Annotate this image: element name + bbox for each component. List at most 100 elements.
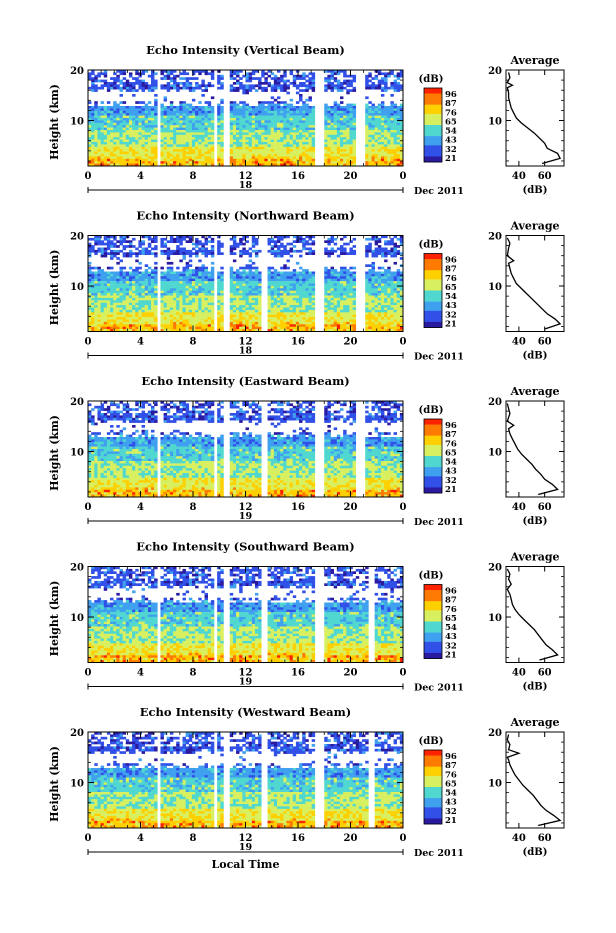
heatmap-cell bbox=[160, 240, 163, 243]
heatmap-cell bbox=[372, 116, 375, 119]
heatmap-cell bbox=[378, 104, 381, 107]
heatmap-cell bbox=[138, 286, 141, 289]
heatmap-cell bbox=[324, 156, 327, 159]
heatmap-cell bbox=[230, 137, 233, 140]
heatmap-cell bbox=[309, 279, 312, 282]
heatmap-cell bbox=[397, 274, 400, 277]
heatmap-cell bbox=[255, 130, 258, 133]
heatmap-cell bbox=[378, 140, 381, 143]
heatmap-cell bbox=[160, 245, 163, 248]
heatmap-cell bbox=[280, 159, 283, 162]
heatmap-cell bbox=[372, 274, 375, 277]
heatmap-cell bbox=[91, 248, 94, 251]
heatmap-cell bbox=[365, 300, 368, 303]
heatmap-cell bbox=[205, 286, 208, 289]
heatmap-cell bbox=[324, 296, 327, 299]
heatmap-cell bbox=[110, 159, 113, 162]
heatmap-cell bbox=[293, 149, 296, 152]
heatmap-cell bbox=[327, 305, 330, 308]
heatmap-cell bbox=[126, 113, 129, 116]
heatmap-cell bbox=[258, 142, 261, 145]
heatmap-cell bbox=[123, 255, 126, 258]
heatmap-cell bbox=[268, 281, 271, 284]
heatmap-cell bbox=[160, 72, 163, 75]
heatmap-cell bbox=[167, 84, 170, 87]
heatmap-cell bbox=[97, 152, 100, 155]
heatmap-cell bbox=[101, 269, 104, 272]
heatmap-cell bbox=[123, 274, 126, 277]
heatmap-cell bbox=[258, 132, 261, 135]
heatmap-cell bbox=[271, 274, 274, 277]
heatmap-cell bbox=[261, 147, 264, 150]
heatmap-cell bbox=[312, 152, 315, 155]
heatmap-cell bbox=[217, 291, 220, 294]
heatmap-cell bbox=[302, 245, 305, 248]
heatmap-cell bbox=[293, 142, 296, 145]
heatmap-cell bbox=[195, 135, 198, 138]
heatmap-cell bbox=[290, 293, 293, 296]
heatmap-cell bbox=[312, 250, 315, 253]
heatmap-cell bbox=[368, 250, 371, 253]
heatmap-cell bbox=[293, 281, 296, 284]
heatmap-cell bbox=[195, 123, 198, 126]
heatmap-cell bbox=[346, 252, 349, 255]
heatmap-cell bbox=[230, 142, 233, 145]
heatmap-cell bbox=[252, 305, 255, 308]
heatmap-cell bbox=[271, 252, 274, 255]
heatmap-cell bbox=[264, 106, 267, 109]
heatmap-cell bbox=[217, 279, 220, 282]
heatmap-cell bbox=[189, 113, 192, 116]
heatmap-cell bbox=[239, 156, 242, 159]
heatmap-cell bbox=[173, 279, 176, 282]
heatmap-cell bbox=[264, 72, 267, 75]
heatmap-cell bbox=[170, 305, 173, 308]
heatmap-cell bbox=[148, 303, 151, 306]
heatmap-cell bbox=[176, 123, 179, 126]
heatmap-cell bbox=[192, 243, 195, 246]
heatmap-cell bbox=[148, 118, 151, 121]
heatmap-cell bbox=[387, 125, 390, 128]
heatmap-cell bbox=[290, 161, 293, 164]
heatmap-cell bbox=[280, 116, 283, 119]
heatmap-cell bbox=[88, 298, 91, 301]
heatmap-cell bbox=[101, 248, 104, 251]
heatmap-cell bbox=[148, 75, 151, 78]
heatmap-cell bbox=[97, 286, 100, 289]
heatmap-cell bbox=[142, 147, 145, 150]
heatmap-cell bbox=[337, 248, 340, 251]
heatmap-cell bbox=[331, 250, 334, 253]
heatmap-cell bbox=[346, 161, 349, 164]
heatmap-cell bbox=[286, 252, 289, 255]
heatmap-cell bbox=[299, 272, 302, 275]
heatmap-cell bbox=[309, 113, 312, 116]
heatmap-cell bbox=[353, 303, 356, 306]
heatmap-cell bbox=[331, 72, 334, 75]
heatmap-cell bbox=[145, 274, 148, 277]
heatmap-cell bbox=[353, 132, 356, 135]
heatmap-cell bbox=[334, 300, 337, 303]
heatmap-cell bbox=[107, 89, 110, 92]
heatmap-cell bbox=[164, 108, 167, 111]
heatmap-cell bbox=[249, 106, 252, 109]
heatmap-cell bbox=[154, 262, 157, 265]
heatmap-cell bbox=[160, 305, 163, 308]
heatmap-cell bbox=[305, 80, 308, 83]
heatmap-cell bbox=[255, 132, 258, 135]
heatmap-cell bbox=[334, 281, 337, 284]
heatmap-cell bbox=[271, 161, 274, 164]
heatmap-cell bbox=[384, 75, 387, 78]
heatmap-cell bbox=[167, 147, 170, 150]
heatmap-cell bbox=[349, 252, 352, 255]
date-label: Dec 2011 bbox=[414, 186, 464, 197]
heatmap-cell bbox=[123, 149, 126, 152]
heatmap-cell bbox=[283, 159, 286, 162]
heatmap-cell bbox=[242, 106, 245, 109]
heatmap-cell bbox=[132, 106, 135, 109]
heatmap-cell bbox=[170, 130, 173, 133]
heatmap-cell bbox=[211, 303, 214, 306]
heatmap-cell bbox=[283, 305, 286, 308]
heatmap-cell bbox=[309, 123, 312, 126]
heatmap-cell bbox=[365, 130, 368, 133]
heatmap-cell bbox=[220, 305, 223, 308]
heatmap-cell bbox=[135, 288, 138, 291]
